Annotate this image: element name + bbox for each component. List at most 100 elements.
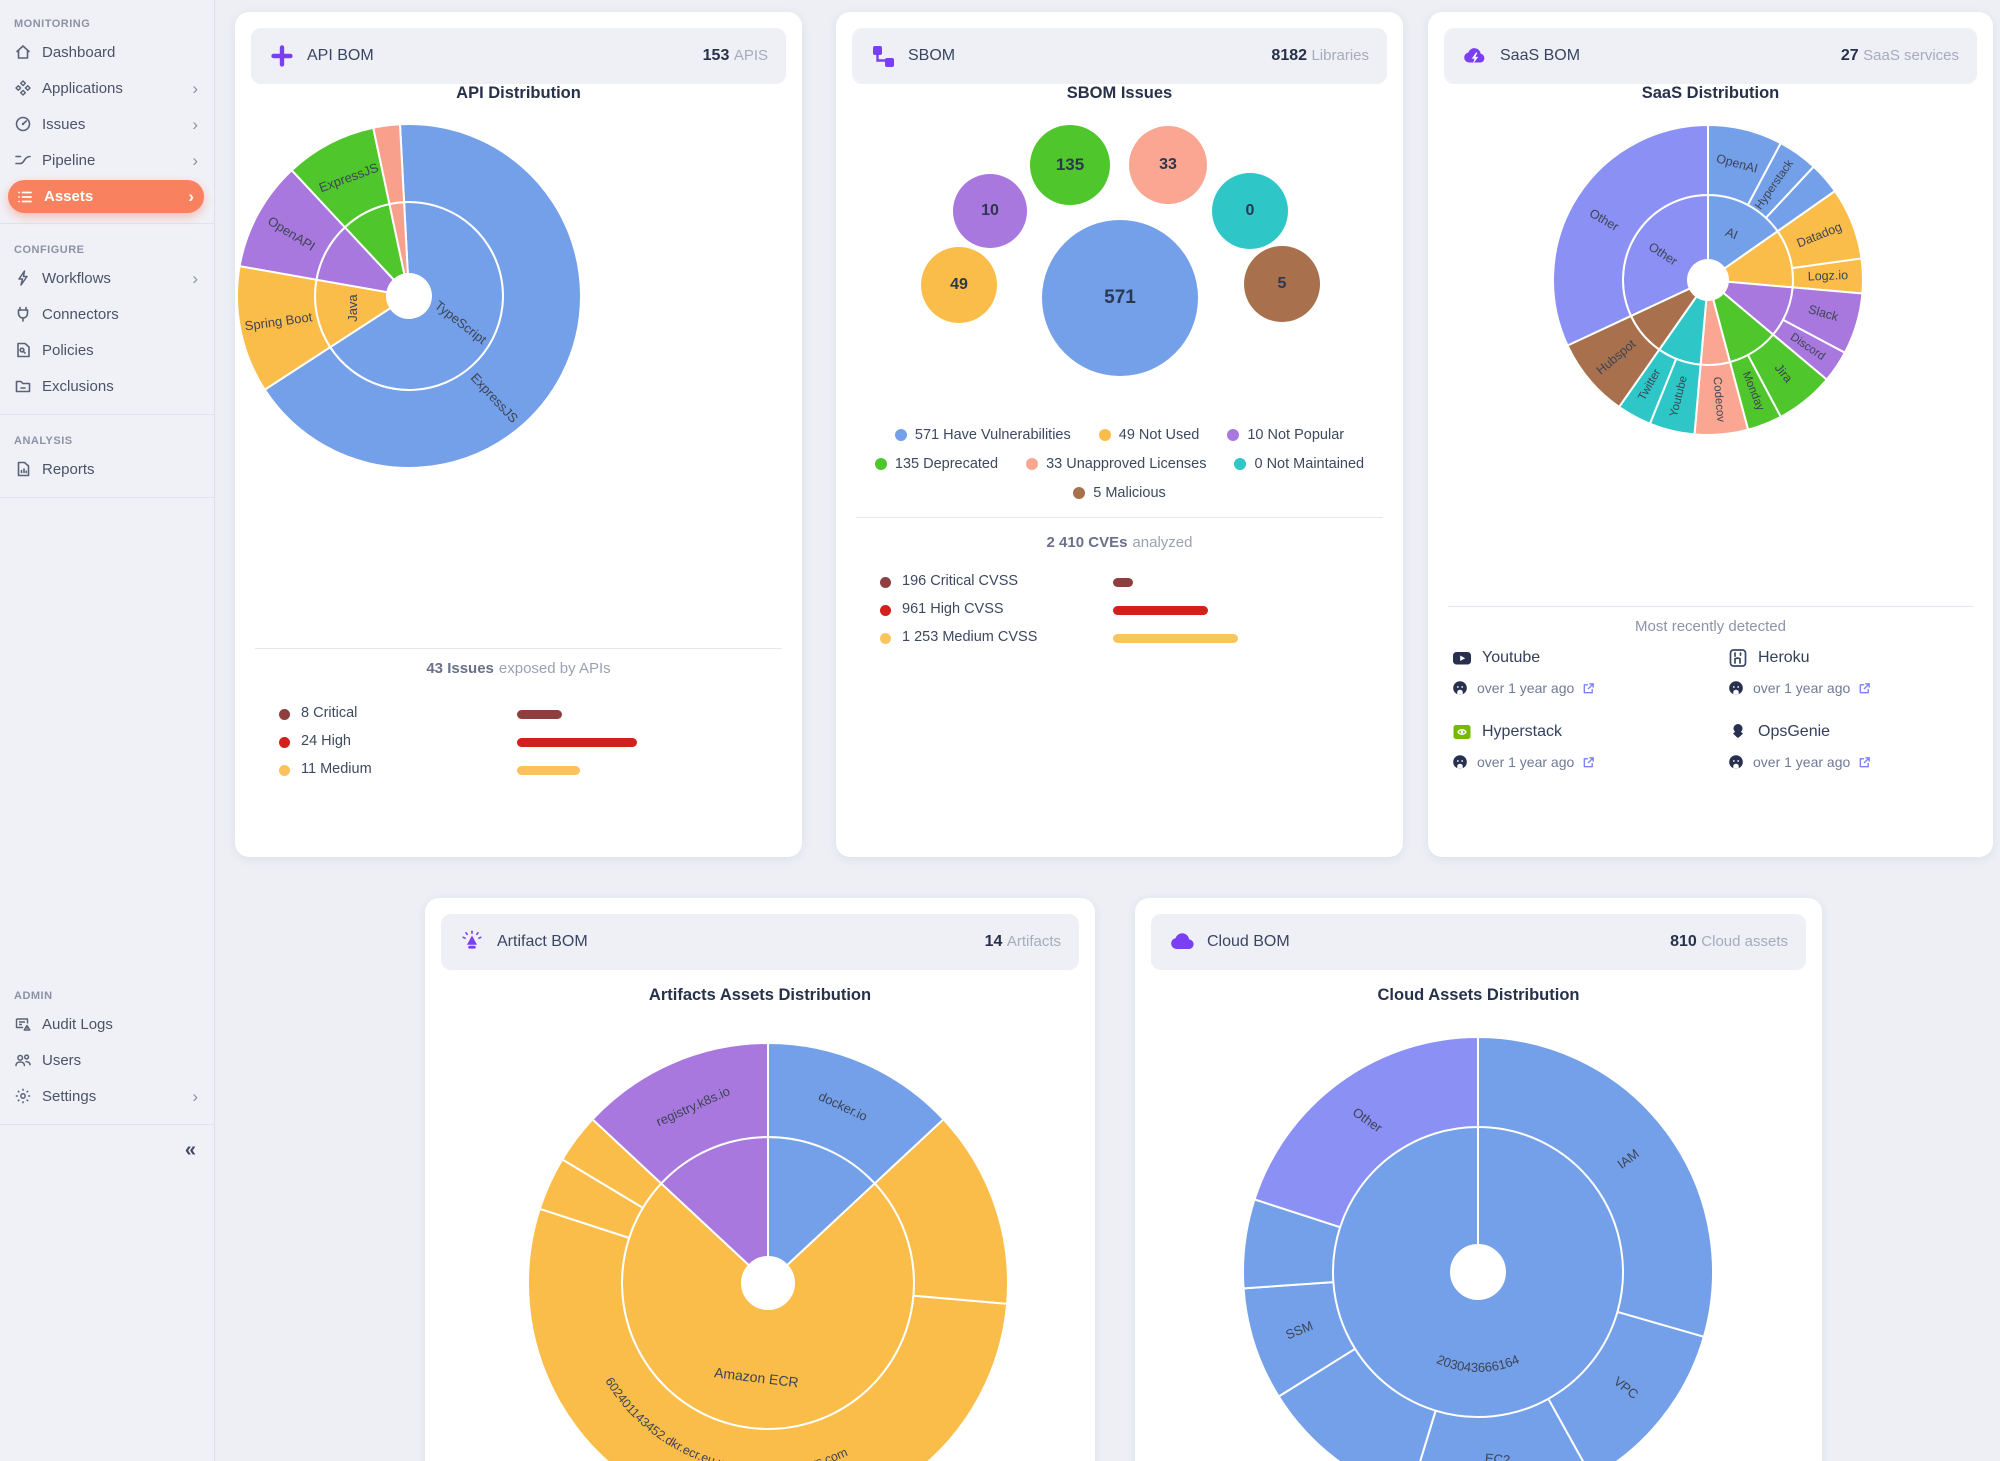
cloud-count-unit: Cloud assets xyxy=(1701,933,1788,950)
sidebar-item-label: Settings xyxy=(42,1087,97,1105)
github-icon xyxy=(1452,754,1468,770)
sbom-chart-title: SBOM Issues xyxy=(1066,84,1173,102)
legend-item: 5 Malicious xyxy=(1073,485,1166,501)
svg-text:EC2: EC2 xyxy=(1484,1450,1511,1461)
sidebar-item-reports[interactable]: Reports xyxy=(0,451,214,487)
chevron-right-icon: › xyxy=(188,187,194,206)
sbom-bubble-5[interactable]: 5 xyxy=(1244,246,1320,322)
cloud-bom-card: Cloud BOM 810 Cloud assets Cloud Assets … xyxy=(1135,898,1822,1461)
chevron-right-icon: › xyxy=(192,1086,198,1106)
bubble-value: 49 xyxy=(950,276,968,293)
sidebar-item-exclusions[interactable]: Exclusions xyxy=(0,368,214,404)
sidebar: MONITORING Dashboard Applications › Issues › P… xyxy=(0,0,215,1461)
sidebar-item-label: Policies xyxy=(42,341,94,359)
service-detected-time-row: over 1 year ago xyxy=(1452,754,1728,770)
cloud-bom-header: Cloud BOM 810 Cloud assets xyxy=(1151,914,1806,970)
sidebar-item-pipeline[interactable]: Pipeline › xyxy=(0,142,214,178)
sidebar-item-users[interactable]: Users xyxy=(0,1042,214,1078)
legend-row: 961 High CVSS xyxy=(836,596,1403,624)
legend-item: 49 Not Used xyxy=(1098,426,1200,443)
legend-row: 571 Have Vulnerabilities 49 Not Used 10 No… xyxy=(836,420,1403,449)
legend-dot-icon xyxy=(1098,428,1111,441)
sidebar-item-assets[interactable]: Assets › xyxy=(8,180,204,213)
collapse-sidebar-button[interactable]: « xyxy=(184,1139,196,1161)
sidebar-section: ANALYSIS Reports xyxy=(0,417,214,498)
legend-label: 571 Have Vulnerabilities xyxy=(914,426,1071,443)
saas-chart-title: SaaS Distribution xyxy=(1641,84,1780,102)
svg-text:ExpressJS: ExpressJS xyxy=(468,370,522,426)
sbom-bubble-135[interactable]: 135 xyxy=(1030,125,1110,205)
legend-item: 33 Unapproved Licenses xyxy=(1026,456,1206,472)
api-distribution-sunburst[interactable]: TypeScript Java ExpressJS Spring Boot OpenAP… xyxy=(235,12,802,652)
sidebar-item-applications[interactable]: Applications › xyxy=(0,70,214,106)
legend-row: 196 Critical CVSS xyxy=(836,568,1403,596)
sidebar-item-connectors[interactable]: Connectors xyxy=(0,296,214,332)
sbom-header: SBOM 8182 Libraries xyxy=(852,28,1387,84)
home-icon xyxy=(14,43,32,61)
cloud-distribution-sunburst[interactable]: 203043666164 IAM VPC EC2 SSM Other xyxy=(1135,898,1822,1461)
youtube-icon xyxy=(1452,648,1472,668)
divider xyxy=(1448,606,1973,607)
legend-label: 49 Not Used xyxy=(1118,426,1200,443)
sidebar-item-dashboard[interactable]: Dashboard xyxy=(0,34,214,70)
sidebar-item-label: Connectors xyxy=(42,305,119,323)
sbom-bubble-33[interactable]: 33 xyxy=(1129,126,1207,204)
service-name: Heroku xyxy=(1758,649,1810,666)
legend-row: 135 Deprecated 33 Unapproved Licenses 0 No… xyxy=(836,449,1403,478)
sidebar-item-issues[interactable]: Issues › xyxy=(0,106,214,142)
legend-item: 135 Deprecated xyxy=(874,456,998,472)
artifact-bom-header: Artifact BOM 14 Artifacts xyxy=(441,914,1079,970)
legend-dot-icon xyxy=(880,605,891,616)
svg-text:AI: AI xyxy=(1724,225,1740,242)
sbom-card: SBOM 8182 Libraries SBOM Issues 135 33 10 0… xyxy=(836,12,1403,857)
api-bom-card: API BOM 153 APIS API Distribution TypeSc… xyxy=(235,12,802,857)
sidebar-section-header: CONFIGURE xyxy=(14,244,85,256)
sidebar-item-settings[interactable]: Settings › xyxy=(0,1078,214,1114)
artifact-count: 14 Artifacts xyxy=(985,933,1061,951)
legend-row: 5 Malicious xyxy=(836,478,1403,507)
detected-time: over 1 year ago xyxy=(1753,754,1851,770)
sidebar-item-workflows[interactable]: Workflows › xyxy=(0,260,214,296)
bubble-value: 0 xyxy=(1245,202,1255,219)
legend-dot-icon xyxy=(279,765,290,776)
saas-count-unit: SaaS services xyxy=(1863,47,1959,64)
sbom-count-unit: Libraries xyxy=(1311,47,1369,64)
sbom-bubble-49[interactable]: 49 xyxy=(921,247,997,323)
sbom-bubble-571[interactable]: 571 xyxy=(1042,220,1198,376)
users-icon xyxy=(14,1051,32,1069)
legend-item: 0 Not Maintained xyxy=(1234,456,1364,472)
sidebar-admin-section: ADMIN Audit Logs Users Settings › « xyxy=(0,972,214,1162)
sidebar-item-audit-logs[interactable]: Audit Logs xyxy=(0,1006,214,1042)
legend-item: 571 Have Vulnerabilities xyxy=(894,426,1071,443)
artifact-distribution-sunburst[interactable]: Amazon ECR docker.io 602401143452.dkr.ecr.… xyxy=(425,898,1095,1461)
sbom-bubble-0[interactable]: 0 xyxy=(1212,173,1288,249)
svg-text:Discord: Discord xyxy=(1788,331,1827,363)
sidebar-item-label: Exclusions xyxy=(42,377,114,395)
legend-dot-icon xyxy=(880,633,891,644)
sbom-bubble-10[interactable]: 10 xyxy=(953,174,1027,248)
api-bom-icon xyxy=(269,43,295,69)
legend-label: 24 High xyxy=(301,733,351,749)
cloud-count: 810 Cloud assets xyxy=(1670,933,1788,951)
external-link-icon[interactable] xyxy=(1858,682,1871,695)
sidebar-item-label: Assets xyxy=(44,188,94,205)
external-link-icon[interactable] xyxy=(1582,682,1595,695)
legend-dot-icon xyxy=(894,428,907,441)
github-icon xyxy=(1452,680,1468,696)
svg-text:Datadog: Datadog xyxy=(1795,220,1844,251)
external-link-icon[interactable] xyxy=(1582,756,1595,769)
api-issues-summary: 43 Issues exposed by APIs xyxy=(235,660,802,677)
svg-text:ExpressJS: ExpressJS xyxy=(317,160,381,195)
connectors-icon xyxy=(14,305,32,323)
legend-dot-icon xyxy=(1234,457,1247,470)
cloud-bom-name: Cloud BOM xyxy=(1207,933,1290,950)
legend-label: 1 253 Medium CVSS xyxy=(902,629,1038,645)
svg-text:Jira: Jira xyxy=(1772,361,1796,386)
external-link-icon[interactable] xyxy=(1858,756,1871,769)
svg-text:Spring Boot: Spring Boot xyxy=(244,309,314,333)
svg-text:Hubspot: Hubspot xyxy=(1594,336,1639,377)
sidebar-item-policies[interactable]: Policies xyxy=(0,332,214,368)
legend-row: 1 253 Medium CVSS xyxy=(836,624,1403,652)
legend-row: 24 High xyxy=(235,728,802,756)
sbom-count: 8182 Libraries xyxy=(1271,47,1369,65)
